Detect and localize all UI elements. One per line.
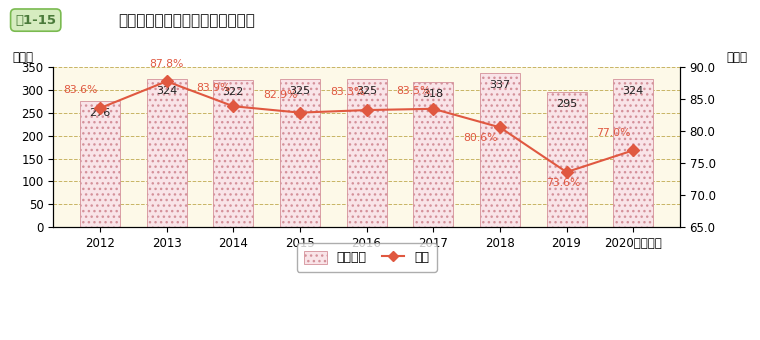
Bar <box>80 101 120 227</box>
Text: 社会科学専攻者の採用者数・割合: 社会科学専攻者の採用者数・割合 <box>118 14 255 29</box>
Bar <box>147 79 187 227</box>
Text: 87.8%: 87.8% <box>150 58 184 69</box>
Text: 276: 276 <box>90 108 110 118</box>
Bar <box>214 80 253 227</box>
Text: 77.0%: 77.0% <box>597 128 631 138</box>
Bar <box>280 79 320 227</box>
Text: 337: 337 <box>489 80 511 90</box>
Text: 80.6%: 80.6% <box>463 133 498 143</box>
Text: 325: 325 <box>290 85 311 96</box>
Legend: 採用者数, 割合: 採用者数, 割合 <box>296 243 436 272</box>
Bar <box>546 92 587 227</box>
Text: 325: 325 <box>356 85 377 96</box>
Text: （％）: （％） <box>727 51 748 64</box>
Text: 83.5%: 83.5% <box>397 86 431 96</box>
Text: 324: 324 <box>156 86 177 96</box>
Text: （人）: （人） <box>13 51 33 64</box>
Text: 囱1-15: 囱1-15 <box>15 14 56 27</box>
Text: 83.9%: 83.9% <box>197 83 231 94</box>
Text: 83.6%: 83.6% <box>63 85 97 95</box>
Text: 73.6%: 73.6% <box>546 178 581 188</box>
Bar <box>413 82 453 227</box>
Text: 324: 324 <box>622 86 644 96</box>
Bar <box>480 73 520 227</box>
Text: 82.9%: 82.9% <box>263 90 298 100</box>
Text: 83.3%: 83.3% <box>330 87 364 97</box>
Text: 295: 295 <box>556 99 577 109</box>
Bar <box>347 79 387 227</box>
Bar <box>613 79 653 227</box>
Text: 322: 322 <box>223 87 244 97</box>
Text: 318: 318 <box>423 89 444 99</box>
